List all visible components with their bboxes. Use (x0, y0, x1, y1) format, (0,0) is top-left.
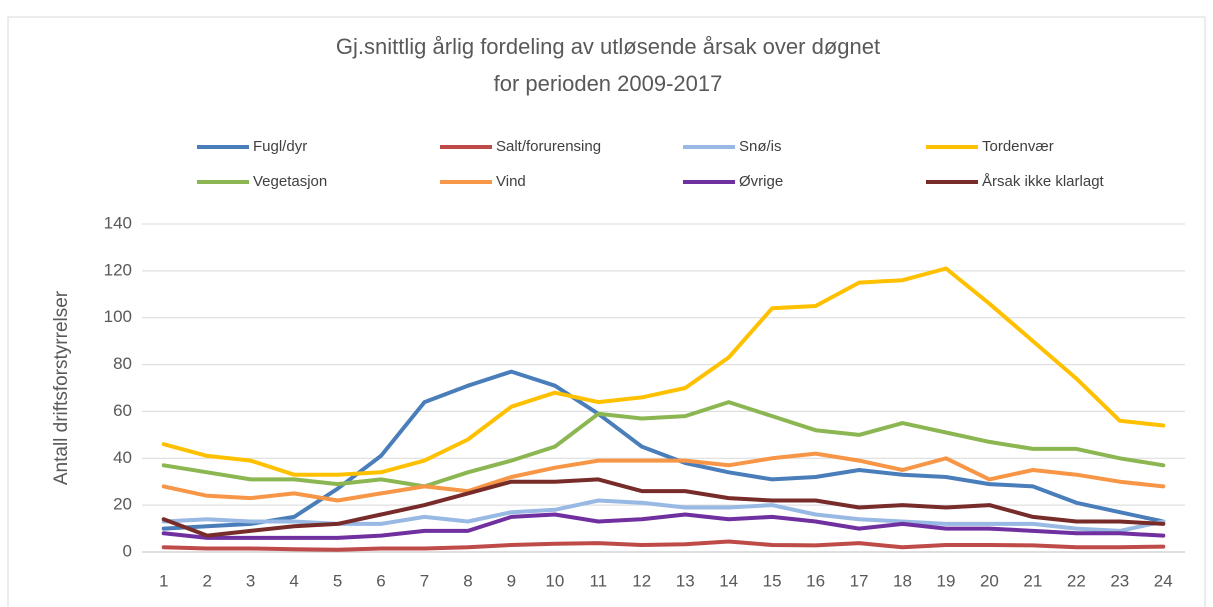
x-tick-label: 7 (420, 571, 429, 590)
y-tick-label: 60 (113, 401, 132, 420)
y-axis-label: Antall driftsforstyrrelser (51, 290, 72, 485)
x-tick-label: 24 (1154, 571, 1173, 590)
series-line (161, 400, 1166, 489)
series-line (161, 369, 1166, 531)
legend-label: Øvrige (739, 173, 783, 190)
y-tick-label: 80 (113, 354, 132, 373)
x-tick-label: 19 (937, 571, 956, 590)
legend-label: Vegetasjon (253, 173, 327, 190)
y-tick-label: 140 (104, 213, 132, 232)
legend-label: Årsak ikke klarlagt (982, 173, 1105, 190)
x-tick-label: 4 (289, 571, 298, 590)
x-tick-label: 16 (806, 571, 825, 590)
y-tick-label: 20 (113, 495, 132, 514)
y-tick-label: 40 (113, 448, 132, 467)
x-tick-label: 23 (1110, 571, 1129, 590)
x-tick-label: 10 (545, 571, 564, 590)
x-tick-label: 9 (507, 571, 516, 590)
x-tick-label: 1 (159, 571, 168, 590)
y-tick-label: 120 (104, 260, 132, 279)
x-tick-label: 11 (589, 571, 607, 590)
x-tick-label: 21 (1023, 571, 1042, 590)
y-tick-label: 0 (123, 541, 132, 560)
series-line (161, 266, 1166, 477)
legend-label: Vind (496, 173, 526, 190)
x-tick-label: 8 (463, 571, 472, 590)
legend-label: Snø/is (739, 138, 782, 155)
x-tick-label: 12 (632, 571, 651, 590)
series-line (161, 477, 1166, 538)
x-tick-label: 20 (980, 571, 999, 590)
series-line (161, 451, 1166, 503)
legend-label: Fugl/dyr (253, 138, 307, 155)
x-tick-label: 17 (850, 571, 869, 590)
x-tick-label: 5 (333, 571, 342, 590)
y-tick-label: 100 (104, 307, 132, 326)
x-tick-label: 2 (202, 571, 211, 590)
x-tick-label: 14 (719, 571, 738, 590)
x-tick-label: 6 (376, 571, 385, 590)
series-line (161, 512, 1166, 540)
chart-title: for perioden 2009-2017 (494, 71, 723, 96)
legend-label: Tordenvær (982, 138, 1054, 155)
x-tick-label: 22 (1067, 571, 1086, 590)
x-tick-label: 13 (676, 571, 695, 590)
chart-title: Gj.snittlig årlig fordeling av utløsende… (336, 34, 880, 59)
x-tick-label: 3 (246, 571, 255, 590)
legend-label: Salt/forurensing (496, 138, 601, 155)
x-tick-label: 15 (763, 571, 782, 590)
x-tick-label: 18 (893, 571, 912, 590)
series-line (161, 539, 1166, 552)
